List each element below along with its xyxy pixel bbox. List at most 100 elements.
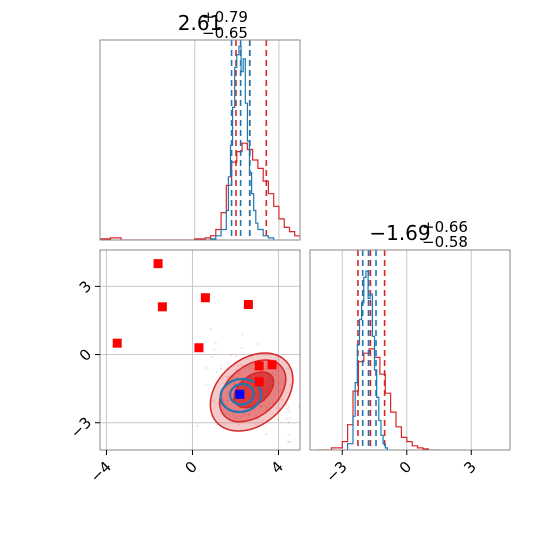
sample-point [249,412,252,415]
sample-point [254,423,257,426]
sample-point [331,413,333,415]
sample-point [213,348,216,351]
sample-point [226,399,229,402]
sample-point [232,375,235,378]
gridlines [341,250,472,450]
sample-point [259,405,262,408]
blue-contour-1 [219,377,263,414]
sample-point [235,368,238,371]
sample-point [274,374,277,377]
sample-point [226,403,229,406]
joint-data [112,259,333,443]
sample-point [238,372,241,375]
title-2-sub: −0.58 [422,233,468,251]
sample-point [210,356,213,359]
histogram-panel-param-1: 2.61 +0.79 −0.65 [99,8,301,241]
sample-point [227,376,230,379]
axes-frame [309,249,511,451]
sample-point [280,389,283,392]
sample-point [275,406,278,409]
sample-point [221,377,224,380]
sample-point [286,408,289,411]
sample-point [232,389,235,392]
histogram-series [100,40,300,240]
blue-square-marker [235,389,245,399]
title-2-sup: +0.66 [422,218,468,236]
sample-point [271,371,274,374]
sample-point [264,408,267,411]
sample-point [287,433,290,436]
x-tick-label: 0 [396,458,415,477]
sample-point [238,380,241,383]
sample-point [281,398,284,401]
y-tick-label: −3 [67,414,95,442]
sample-point [265,433,268,436]
sample-point [240,363,243,366]
red-square-marker [194,343,204,353]
sample-point [245,407,248,410]
sample-point [302,387,304,389]
red-square-marker [153,259,163,269]
sample-point [221,399,224,402]
sample-point [275,369,278,372]
red-square-marker [112,338,122,348]
histogram-series [316,250,439,450]
tick-labels: −3 0 3 [322,450,480,486]
sample-point [254,413,257,416]
sample-point [277,389,280,392]
title-1-base: 2.61 [178,11,223,35]
sample-point [233,413,236,416]
panel-title-param-2: −1.69 [369,221,430,245]
sample-point [196,425,199,428]
sample-point [264,367,267,370]
sample-point [247,414,250,417]
sample-point [215,371,218,374]
sample-point [277,382,280,385]
sample-point [209,328,212,331]
sample-point [240,346,243,349]
sample-point [214,342,217,345]
sample-point [220,368,223,371]
red-square-marker [267,360,277,370]
sample-point [240,415,243,418]
sample-point [281,380,284,383]
sample-point [221,398,224,401]
sample-point [230,354,233,357]
red-square-marker [254,377,264,387]
title-1-sub: −0.65 [202,24,248,42]
sample-point [259,404,262,407]
panel-title-param-1: 2.61 [178,11,223,35]
hist-step-series-0 [100,142,300,240]
sample-point [234,416,237,419]
sample-point [289,384,292,387]
sample-point [266,407,269,410]
joint-panel: −4 0 4 −3 0 3 [67,249,333,486]
axes-frame [99,39,301,241]
sample-point [276,418,279,421]
sample-point [236,376,239,379]
sample-point [261,419,264,422]
sample-point [285,417,288,420]
sample-point [264,367,267,370]
sample-point [287,421,290,424]
sample-point [247,413,250,416]
sample-point [287,405,290,408]
sample-point [287,367,290,370]
sample-point [205,384,208,387]
sample-point [271,373,274,376]
red-square-marker [200,293,210,303]
y-tick-label: 0 [76,345,95,364]
sample-point [237,424,240,427]
sample-point [257,342,260,345]
sample-point [225,375,228,378]
sample-point [260,405,263,408]
sample-point [228,383,231,386]
title-1-sup: +0.79 [202,8,248,26]
sample-point [271,402,274,405]
sample-point [260,405,263,408]
hist-step-series-1 [205,45,275,240]
axes-frame [99,249,301,451]
sample-point [234,382,237,385]
x-tick-label: 4 [268,458,287,477]
